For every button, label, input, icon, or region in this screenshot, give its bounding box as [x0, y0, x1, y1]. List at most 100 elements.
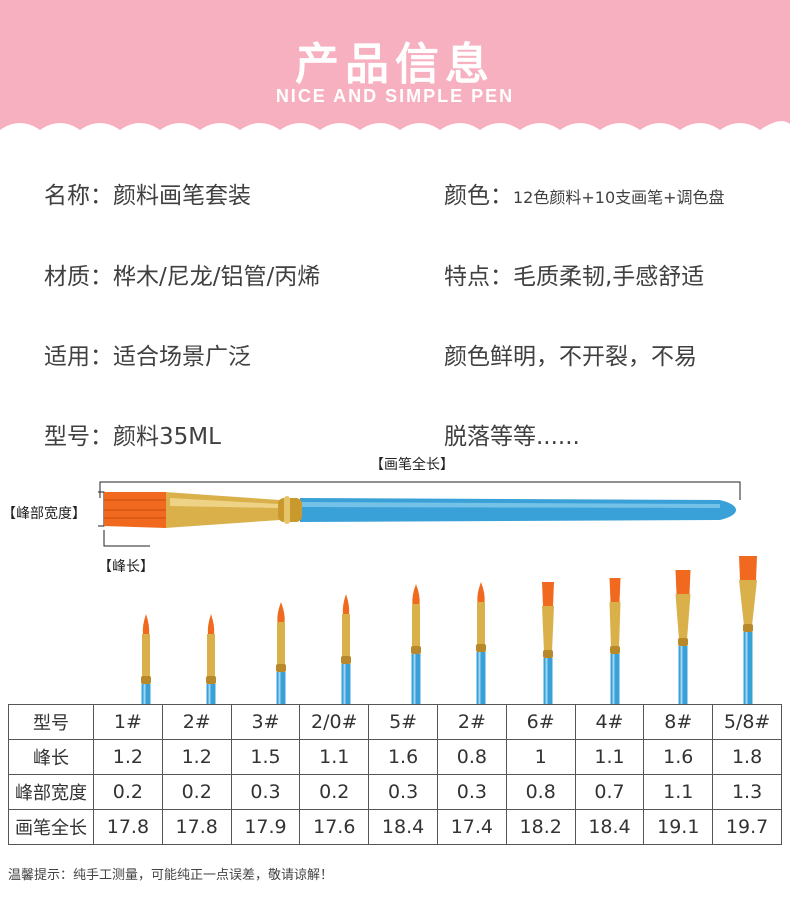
- brush-lineup: [141, 556, 757, 704]
- brush-handle: [743, 632, 753, 704]
- table-cell: 1: [505, 739, 576, 775]
- table-cell: 1#: [93, 704, 163, 740]
- table-cell: 17.4: [436, 809, 507, 845]
- brush-handle-highlight: [413, 654, 416, 704]
- row-header-cell: 型号: [8, 704, 94, 740]
- brush-bristles: [609, 578, 621, 602]
- brush-handle: [543, 658, 553, 704]
- brush-8: [609, 578, 621, 704]
- brush-diagram: [98, 481, 741, 547]
- table-cell: 2#: [436, 704, 507, 740]
- brush-crimp: [610, 646, 620, 654]
- table-cell: 1.8: [712, 739, 782, 775]
- total-length-row: 画笔全长 17.8 17.8 17.9 17.6 18.4 17.4 18.2 18.4 19.1…: [8, 809, 782, 845]
- brush-crimp: [476, 644, 486, 652]
- brush-ferrule: [542, 606, 554, 652]
- brush-crimp: [743, 624, 753, 632]
- info-model-value: 颜料35ML: [113, 424, 221, 450]
- brush-3: [276, 602, 286, 704]
- brush-4: [341, 594, 351, 704]
- brush-bristles: [675, 570, 691, 594]
- brush-bristles: [142, 614, 150, 634]
- table-cell: 1.6: [643, 739, 714, 775]
- table-cell: 17.6: [299, 809, 370, 845]
- tip-length-row: 峰长 1.2 1.2 1.5 1.1 1.6 0.8 1 1.1 1.6 1.8: [8, 739, 782, 775]
- table-cell: 17.8: [161, 809, 232, 845]
- table-cell: 0.8: [436, 739, 507, 775]
- row-header-cell: 峰部宽度: [8, 774, 94, 810]
- brush-ferrule: [342, 614, 350, 658]
- info-color: 颜色：12色颜料+10支画笔+调色盘: [444, 176, 725, 210]
- info-material: 材质：桦木/尼龙/铝管/丙烯: [44, 257, 320, 291]
- table-cell: 17.8: [93, 809, 163, 845]
- info-color-label: 颜色：: [444, 183, 513, 209]
- brush-6: [476, 582, 486, 704]
- brush-bristles: [342, 594, 350, 614]
- table-cell: 17.9: [230, 809, 301, 845]
- page-subtitle: NICE AND SIMPLE PEN: [275, 86, 515, 106]
- tip-width-label: 【峰部宽度】: [2, 506, 86, 522]
- brush-handle: [678, 646, 688, 704]
- model-row: 型号 1# 2# 3# 2/0# 5# 2# 6# 4# 8# 5/8#: [8, 704, 782, 740]
- table-cell: 1.1: [643, 774, 714, 810]
- brush-2: [206, 614, 216, 704]
- table-cell: 5#: [368, 704, 438, 740]
- brush-handle-highlight: [143, 684, 146, 704]
- table-cell: 1.2: [93, 739, 163, 775]
- tip-width-row: 峰部宽度 0.2 0.2 0.3 0.2 0.3 0.3 0.8 0.7 1.1 1.3: [8, 774, 782, 810]
- brush-handle-highlight: [680, 646, 683, 704]
- info-feature-value: 毛质柔韧,手感舒适: [513, 264, 705, 290]
- brush-bristles: [277, 602, 285, 622]
- scalloped-edge: [0, 121, 790, 152]
- table-cell: 18.4: [368, 809, 438, 845]
- brush-handle-highlight: [612, 654, 615, 704]
- brush-bristles: [542, 582, 554, 606]
- table-cell: 4#: [574, 704, 645, 740]
- info-usage-label: 适用：: [44, 344, 113, 370]
- spec-table: 型号 1# 2# 3# 2/0# 5# 2# 6# 4# 8# 5/8# 峰长 1.2 1.2 1.5 1.1…: [8, 704, 782, 845]
- brush-crimp: [678, 638, 688, 646]
- info-feature-line3: 脱落等等......: [444, 424, 580, 450]
- table-cell: 0.3: [436, 774, 507, 810]
- info-feature-label: 特点：: [444, 264, 513, 290]
- table-cell: 5/8#: [712, 704, 782, 740]
- brush-crimp: [411, 646, 421, 654]
- info-material-value: 桦木/尼龙/铝管/丙烯: [113, 264, 321, 290]
- info-material-label: 材质：: [44, 264, 113, 290]
- page-title: 产品信息: [295, 39, 495, 90]
- info-name: 名称：颜料画笔套装: [44, 176, 251, 210]
- table-cell: 19.1: [643, 809, 714, 845]
- brush-ferrule: [412, 604, 420, 648]
- table-cell: 8#: [643, 704, 714, 740]
- brush-handle: [141, 684, 151, 704]
- brush-9: [675, 570, 691, 704]
- brush-handle-highlight: [745, 632, 748, 704]
- brush-ferrule: [609, 602, 621, 648]
- brush-handle: [276, 672, 286, 704]
- brush-bristles: [207, 614, 215, 634]
- header-banner: 产品信息 NICE AND SIMPLE PEN: [0, 0, 790, 152]
- tip-length-label: 【峰长】: [98, 559, 154, 575]
- table-cell: 1.5: [230, 739, 301, 775]
- table-cell: 0.7: [574, 774, 645, 810]
- brush-ferrule: [739, 580, 757, 626]
- brush-ferrule: [142, 634, 150, 678]
- brush-ferrule: [277, 622, 285, 666]
- footnote: 温馨提示：纯手工测量，可能纯正一点误差，敬请谅解！: [8, 868, 334, 883]
- table-cell: 3#: [230, 704, 301, 740]
- brush-ferrule: [165, 492, 280, 528]
- brush-handle-highlight: [278, 672, 281, 704]
- brush-7: [542, 582, 554, 704]
- table-cell: 18.2: [505, 809, 576, 845]
- row-header-cell: 峰长: [8, 739, 94, 775]
- table-cell: 19.7: [712, 809, 782, 845]
- brush-5: [411, 584, 421, 704]
- brush-handle: [411, 654, 421, 704]
- brush-handle: [341, 664, 351, 704]
- table-cell: 6#: [505, 704, 576, 740]
- info-feature-line2: 颜色鲜明，不开裂，不易: [444, 344, 697, 370]
- info-name-value: 颜料画笔套装: [113, 183, 251, 209]
- brush-handle-highlight: [208, 684, 211, 704]
- tip-width-bracket: [98, 491, 105, 527]
- brush-bristles: [477, 582, 485, 602]
